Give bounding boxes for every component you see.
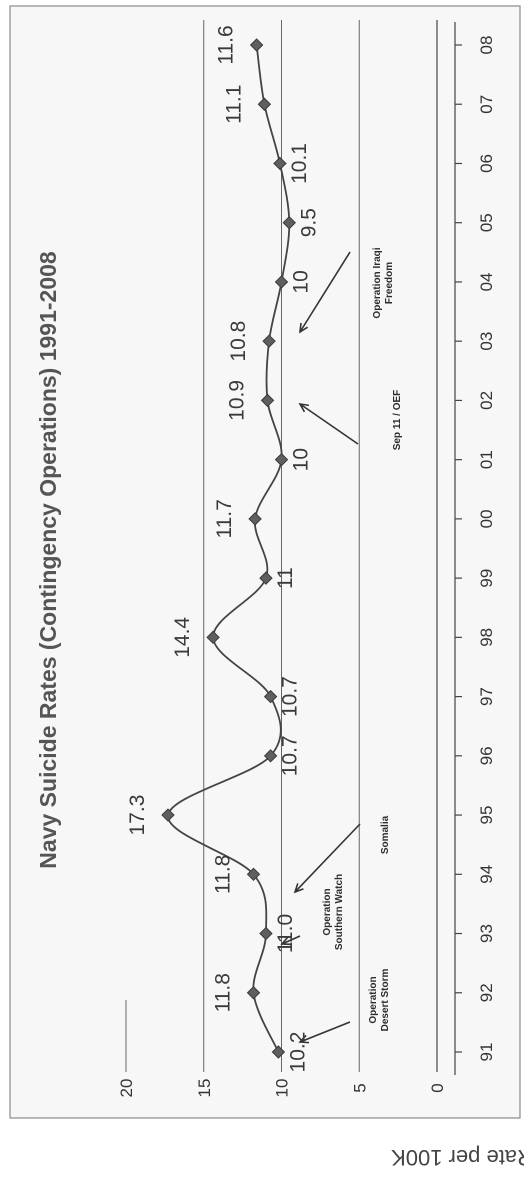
y-tick-label: 0	[428, 1083, 447, 1092]
data-label: 9.5	[297, 208, 320, 237]
data-point-marker	[262, 334, 276, 348]
arrow-head	[299, 322, 309, 334]
x-tick-label: 05	[477, 213, 496, 232]
x-tick-label: 91	[477, 1043, 496, 1062]
data-point-marker	[273, 156, 287, 171]
data-point-marker	[259, 926, 273, 941]
annotation-label: OperationDesert Storm	[368, 969, 391, 1032]
annotation-arrow	[299, 251, 351, 333]
data-label: 11.0	[274, 914, 297, 953]
annotation-line: Operation	[322, 888, 333, 935]
annotation-label: Sep 11 / OEF	[392, 390, 403, 451]
x-tick-label: 08	[477, 36, 496, 55]
data-label: 11	[274, 567, 297, 589]
data-label: 11.6	[215, 25, 238, 64]
x-tick-label: 01	[477, 450, 496, 469]
y-tick-label: 10	[273, 1079, 292, 1098]
data-label: 10.9	[226, 380, 249, 421]
data-label: 10.7	[279, 676, 302, 717]
annotation-line: Operation	[368, 976, 379, 1023]
data-label: 10.7	[279, 735, 302, 776]
x-tick-label: 94	[477, 865, 496, 884]
x-tick-label: 03	[477, 332, 496, 351]
x-tick-label: 02	[477, 391, 496, 410]
x-tick-label: 93	[477, 924, 496, 943]
data-point-marker	[246, 986, 261, 1000]
data-label: 10	[290, 448, 313, 471]
x-tick-label: 06	[477, 154, 496, 173]
data-point-marker	[259, 571, 273, 585]
annotation-arrow	[299, 403, 359, 445]
annotation-line: Desert Storm	[380, 969, 391, 1032]
annotation-arrow	[294, 823, 361, 893]
data-label: 10.8	[227, 321, 250, 362]
data-labels: 10.2 11.8 11.0 11.8 17.3 10.7 10.7 14.4 11 11.7 10…	[126, 25, 320, 1072]
data-point-marker	[161, 808, 175, 822]
data-point-marker	[248, 512, 262, 526]
tick-labels: 0510152091929394959697989900010203040506…	[117, 36, 496, 1098]
data-point-marker	[263, 689, 278, 704]
data-point-marker	[282, 215, 296, 230]
annotation-arrow	[299, 1021, 351, 1043]
data-label: 11.7	[213, 499, 236, 538]
y-tick-label: 15	[195, 1079, 214, 1098]
annotation-arrow	[281, 935, 301, 945]
y-axis-label: Rate per 100K	[391, 1145, 524, 1170]
annotation-label: Operation IraqiFreedom	[372, 247, 395, 318]
y-tick-label: 20	[117, 1079, 136, 1098]
y-tick-label: 5	[350, 1083, 369, 1092]
data-label: 14.4	[171, 617, 194, 658]
annotation-label: OperationSouthern Watch	[322, 874, 345, 950]
data-point-marker	[274, 452, 289, 467]
data-label: 11.1	[222, 85, 245, 124]
x-tick-label: 92	[477, 983, 496, 1002]
annotation-line: Sep 11 / OEF	[392, 390, 403, 451]
data-point-marker	[271, 1045, 286, 1059]
arrow-head	[298, 1034, 310, 1044]
x-tick-label: 97	[477, 687, 496, 706]
data-point-marker	[246, 867, 261, 882]
series-layer	[161, 38, 296, 1059]
chart-frame	[9, 5, 521, 1119]
annotation-line: Southern Watch	[334, 874, 345, 950]
data-point-marker	[257, 97, 272, 111]
annotation-label: Somalia	[380, 815, 391, 854]
arrow-head	[293, 883, 304, 894]
arrow-head	[280, 936, 292, 946]
data-point-marker	[206, 630, 220, 645]
annotation-line: Somalia	[380, 815, 391, 854]
x-tick-label: 00	[477, 509, 496, 528]
x-tick-label: 95	[477, 806, 496, 825]
annotation-line: Freedom	[384, 262, 395, 304]
data-label: 11.8	[212, 855, 235, 894]
data-point-marker	[249, 38, 264, 52]
x-tick-label: 07	[477, 95, 496, 114]
x-tick-label: 96	[477, 746, 496, 765]
x-tick-label: 99	[477, 569, 496, 588]
grid-layer	[125, 20, 462, 1075]
x-tick-label: 98	[477, 628, 496, 647]
data-label: 17.3	[126, 795, 149, 836]
data-point-marker	[260, 393, 275, 408]
data-label: 10	[290, 270, 313, 293]
arrow-head	[298, 402, 310, 413]
data-point-marker	[274, 275, 289, 289]
x-tick-label: 04	[477, 272, 496, 291]
data-label: 10.2	[286, 1032, 309, 1073]
annotation-line: Operation Iraqi	[372, 247, 383, 318]
data-label: 11.8	[212, 973, 235, 1012]
data-point-marker	[263, 749, 278, 763]
data-label: 10.1	[288, 143, 311, 184]
chart-title: Navy Suicide Rates (Contingency Operatio…	[35, 251, 61, 869]
